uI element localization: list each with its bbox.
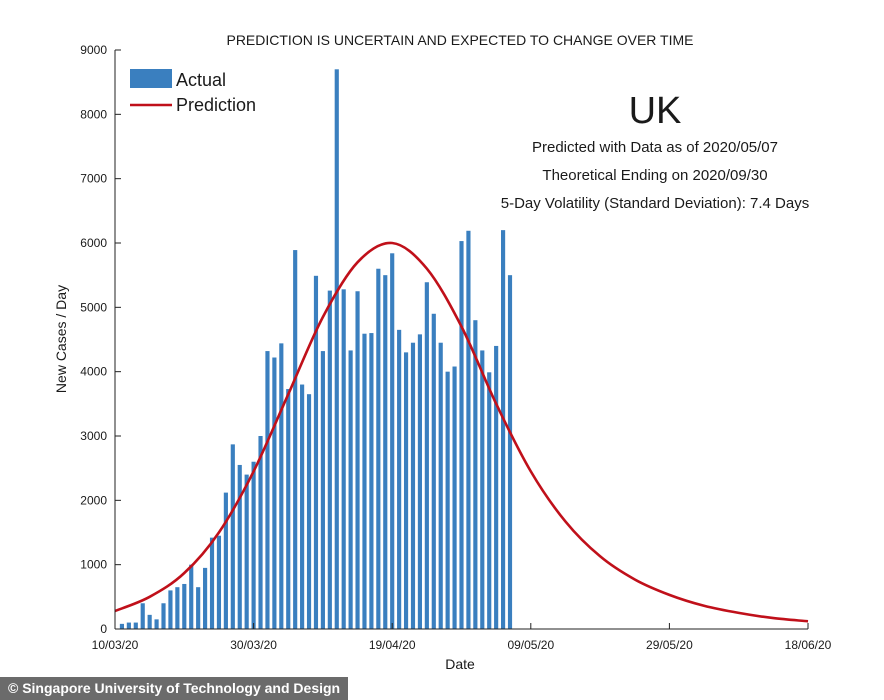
bar xyxy=(355,291,360,629)
bar xyxy=(251,461,256,629)
x-tick-label: 30/03/20 xyxy=(230,638,277,652)
bar xyxy=(140,603,145,629)
legend-actual-swatch xyxy=(130,69,172,88)
chart-title: PREDICTION IS UNCERTAIN AND EXPECTED TO … xyxy=(226,32,693,48)
bar xyxy=(203,567,208,629)
bar xyxy=(196,587,201,629)
bar xyxy=(306,394,312,629)
bar xyxy=(237,464,242,629)
bar xyxy=(390,253,395,629)
bar xyxy=(459,241,464,629)
bar xyxy=(147,614,152,629)
bar xyxy=(244,474,249,629)
bar xyxy=(168,590,173,629)
bar xyxy=(431,313,436,629)
bar xyxy=(119,623,125,629)
bar xyxy=(334,69,339,630)
x-axis-label: Date xyxy=(445,656,475,672)
bar xyxy=(473,320,478,629)
bar xyxy=(223,492,228,629)
bar xyxy=(320,351,325,629)
x-tick-label: 29/05/20 xyxy=(646,638,693,652)
bar xyxy=(161,603,166,629)
legend: Actual Prediction xyxy=(130,69,256,115)
bar xyxy=(175,587,180,629)
prediction-line xyxy=(114,241,809,623)
country-label: UK xyxy=(629,90,682,132)
actual-bars xyxy=(119,69,513,630)
bar xyxy=(417,334,422,629)
y-tick-label: 6000 xyxy=(80,236,107,250)
bar xyxy=(327,290,332,629)
bar xyxy=(272,357,277,629)
bar xyxy=(348,350,353,629)
copyright-credit: © Singapore University of Technology and… xyxy=(0,677,349,700)
bar xyxy=(501,230,506,629)
bar xyxy=(507,275,513,629)
y-tick-label: 3000 xyxy=(80,429,107,443)
y-tick-label: 9000 xyxy=(80,43,107,57)
y-tick-label: 5000 xyxy=(80,300,107,314)
note-data-date: Predicted with Data as of 2020/05/07 xyxy=(532,139,778,156)
bar xyxy=(397,329,402,629)
x-tick-label: 19/04/20 xyxy=(369,638,416,652)
y-tick-label: 4000 xyxy=(80,365,107,379)
x-tick-label: 09/05/20 xyxy=(507,638,554,652)
bar xyxy=(494,345,499,629)
note-theoretical-ending: Theoretical Ending on 2020/09/30 xyxy=(542,167,767,184)
bar xyxy=(279,343,284,629)
bar xyxy=(230,444,235,629)
bar xyxy=(403,352,409,629)
x-tick-label: 10/03/20 xyxy=(92,638,139,652)
bar xyxy=(410,342,416,629)
y-tick-label: 8000 xyxy=(80,107,107,121)
x-tick-label: 18/06/20 xyxy=(785,638,832,652)
bar xyxy=(216,535,222,629)
bar xyxy=(258,436,263,629)
bar xyxy=(286,389,291,629)
bar xyxy=(383,275,388,629)
bar xyxy=(189,564,194,629)
bar xyxy=(126,622,131,629)
y-axis-label: New Cases / Day xyxy=(53,285,69,393)
axes: 0 1000 2000 3000 4000 5000 6000 7000 8000 9000 10/… xyxy=(80,43,831,652)
bar xyxy=(438,342,443,629)
y-tick-label: 1000 xyxy=(80,558,107,572)
bar xyxy=(445,371,450,629)
bar xyxy=(313,275,319,629)
bar xyxy=(487,372,492,629)
bar xyxy=(133,622,138,629)
bar xyxy=(452,366,457,629)
bar xyxy=(265,351,270,629)
bar xyxy=(209,537,215,629)
bar xyxy=(480,350,485,629)
bar xyxy=(376,268,381,629)
y-tick-label: 0 xyxy=(100,622,107,636)
bar xyxy=(182,583,187,629)
legend-actual-label: Actual xyxy=(176,70,226,90)
bar xyxy=(341,289,346,629)
note-volatility: 5-Day Volatility (Standard Deviation): 7… xyxy=(501,195,809,212)
bar xyxy=(300,384,305,629)
bar xyxy=(154,619,159,629)
y-tick-label: 2000 xyxy=(80,493,107,507)
y-tick-label: 7000 xyxy=(80,172,107,186)
bar xyxy=(362,333,367,629)
bar xyxy=(466,230,471,629)
bar xyxy=(293,250,298,629)
legend-prediction-label: Prediction xyxy=(176,95,256,115)
bar xyxy=(369,333,374,629)
bar xyxy=(424,282,429,629)
